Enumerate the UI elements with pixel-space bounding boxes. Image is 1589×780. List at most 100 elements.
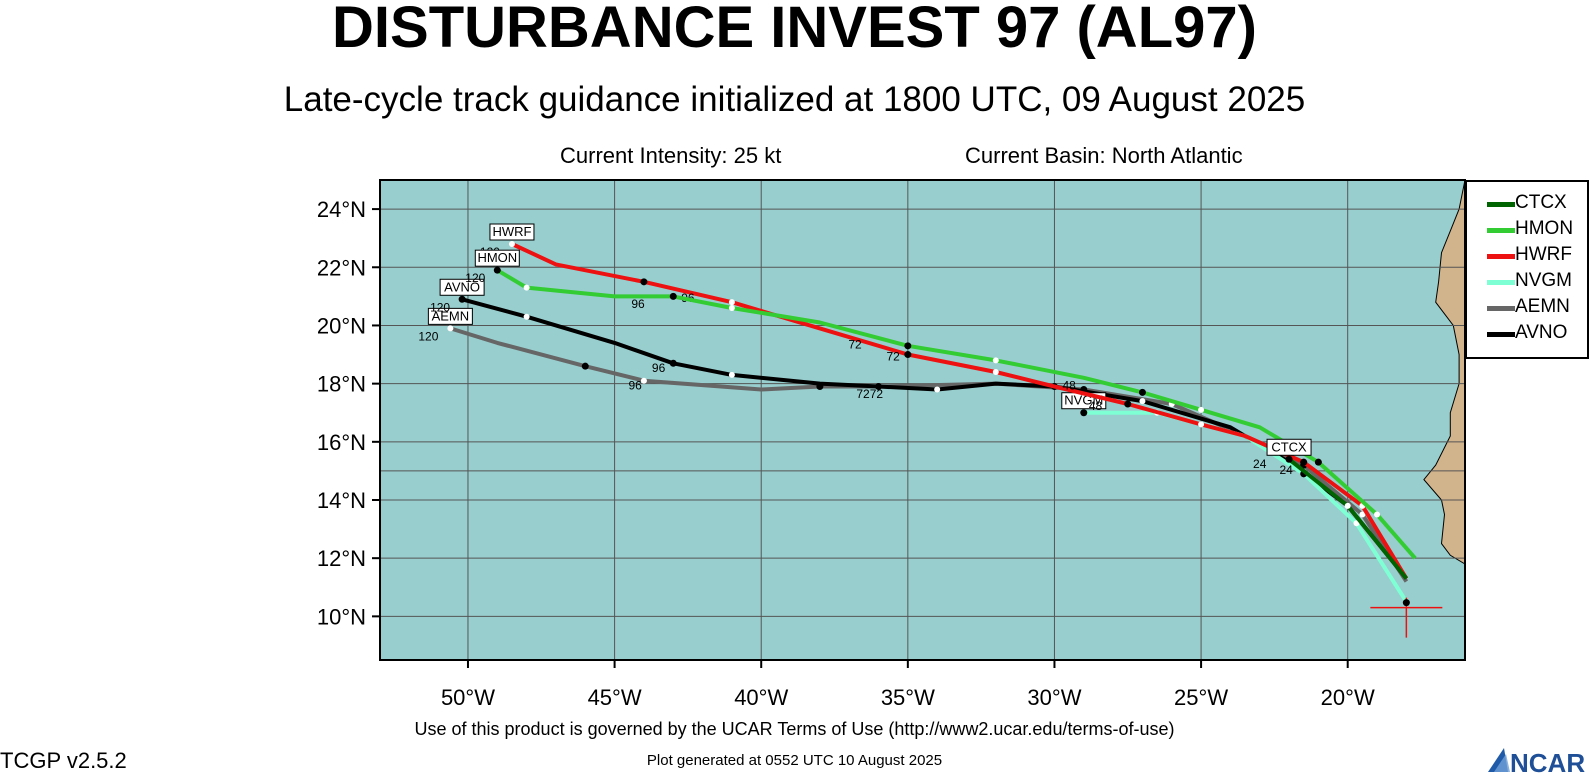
track-point-white [523,284,530,291]
track-point-white [1198,406,1205,413]
lat-label: 18°N [317,372,366,397]
africa-coast [1423,179,1466,565]
track-point-black [581,362,589,370]
lon-label: 50°W [441,685,495,710]
track-point-white [728,371,735,378]
legend-label: HWRF [1515,244,1572,265]
current-basin: Current Basin: North Atlantic [965,143,1243,168]
track-line [511,242,1409,580]
track-point-white [1353,520,1360,527]
track-hwrf: 120HWRF96724824 [480,223,1409,580]
track-point-white [992,357,999,364]
track-end-label: HMON [477,250,517,265]
track-end-label: AVNO [444,279,480,294]
legend-label: AVNO [1515,322,1568,343]
track-hour-label: 96 [631,297,645,311]
track-point-white [728,305,735,311]
track-point-white [1198,421,1205,428]
track-point-black [458,295,466,303]
page-title: DISTURBANCE INVEST 97 (AL97) [332,0,1257,60]
track-end-label: AEMN [432,308,470,323]
track-aemn: 120 AEMN 96 [418,307,1409,583]
ocean-area [380,180,1465,660]
lat-label: 16°N [317,430,366,455]
map-axes: 24°N 22°N 20°N 18°N 16°N 14°N 12°N 10°N 50°W 45°W… [317,197,1375,710]
track-end-hour: 120 [418,329,438,343]
track-point-white [1139,398,1146,405]
lon-label: 30°W [1027,685,1081,710]
legend-swatch [1487,332,1515,337]
track-ctcx: CTCX [1266,438,1408,580]
track-point-black [493,266,501,274]
lat-label: 22°N [317,255,366,280]
track-point-black [1314,458,1322,466]
track-point-black [669,359,677,367]
track-point-black [1080,409,1088,417]
lon-label: 45°W [588,685,642,710]
legend-label: AEMN [1515,296,1570,317]
lon-label: 35°W [881,685,935,710]
ncar-logo-text: NCAR [1510,748,1585,776]
legend-item-avno: AVNO [1467,320,1587,344]
lon-label: 20°W [1321,685,1375,710]
track-hour-label: 96 [652,361,666,375]
track-hour-label: 24 [1279,463,1293,477]
track-point-white [523,313,530,320]
map-frame [379,179,1466,661]
track-point-black [640,278,648,286]
track-point-black [875,383,883,391]
page-subtitle: Late-cycle track guidance initialized at… [283,80,1306,119]
lat-label: 20°N [317,313,366,338]
track-point-black [1138,388,1146,396]
track-hour-label: 24 [1253,457,1267,471]
legend-item-nvgm: NVGM [1467,268,1587,292]
current-intensity: Current Intensity: 25 kt [560,143,782,168]
lon-label: 40°W [734,685,788,710]
track-point-white [992,369,999,375]
legend-swatch [1487,202,1515,207]
legend-item-aemn: AEMN [1467,294,1587,318]
lat-label: 24°N [317,197,366,222]
track-point-white [640,377,647,384]
track-hour-label: 96 [628,378,642,392]
track-hour-label: 48 [1062,378,1076,392]
legend-swatch [1487,306,1515,311]
track-point-black [1285,455,1293,463]
lat-label: 12°N [317,546,366,571]
africa-land [1423,179,1466,565]
track-end-box [474,249,520,267]
track-line [449,326,1409,583]
legend-swatch [1487,280,1515,285]
generated-time: Plot generated at 0552 UTC 10 August 202… [646,752,943,769]
lat-label: 14°N [317,488,366,513]
legend-label: NVGM [1515,270,1572,291]
version-label: TCGP v2.5.2 [0,748,127,773]
track-point-black [1300,458,1308,466]
track-end-label: HWRF [492,224,531,239]
legend-item-hmon: HMON [1467,216,1587,240]
track-hour-label: 72 [848,338,862,352]
track-end-hour: 120 [465,271,485,285]
track-point-black [904,342,912,350]
track-end-box [427,307,473,325]
track-point-white [934,386,941,393]
lon-label: 25°W [1174,685,1228,710]
track-end-label: CTCX [1271,439,1307,454]
track-point-white [1374,511,1381,518]
track-point-black [904,351,912,359]
track-point-white [1359,511,1366,518]
model-tracks: 120AEMN96120AVNO967272NVGM120HWRF9672482… [418,223,1417,603]
track-point-white [1344,502,1351,509]
track-end-box [489,223,535,241]
track-point-white [508,241,515,247]
legend-item-hwrf: HWRF [1467,242,1587,266]
track-end-hour: 120 [430,300,450,314]
terms-of-use: Use of this product is governed by the U… [414,719,1175,739]
track-end-box [1266,438,1312,456]
position-dot [1402,599,1410,607]
track-point-black [669,292,677,300]
track-point-white [447,325,454,332]
track-hour-label: 7272 [856,387,883,401]
current-position-marker [1370,597,1443,638]
